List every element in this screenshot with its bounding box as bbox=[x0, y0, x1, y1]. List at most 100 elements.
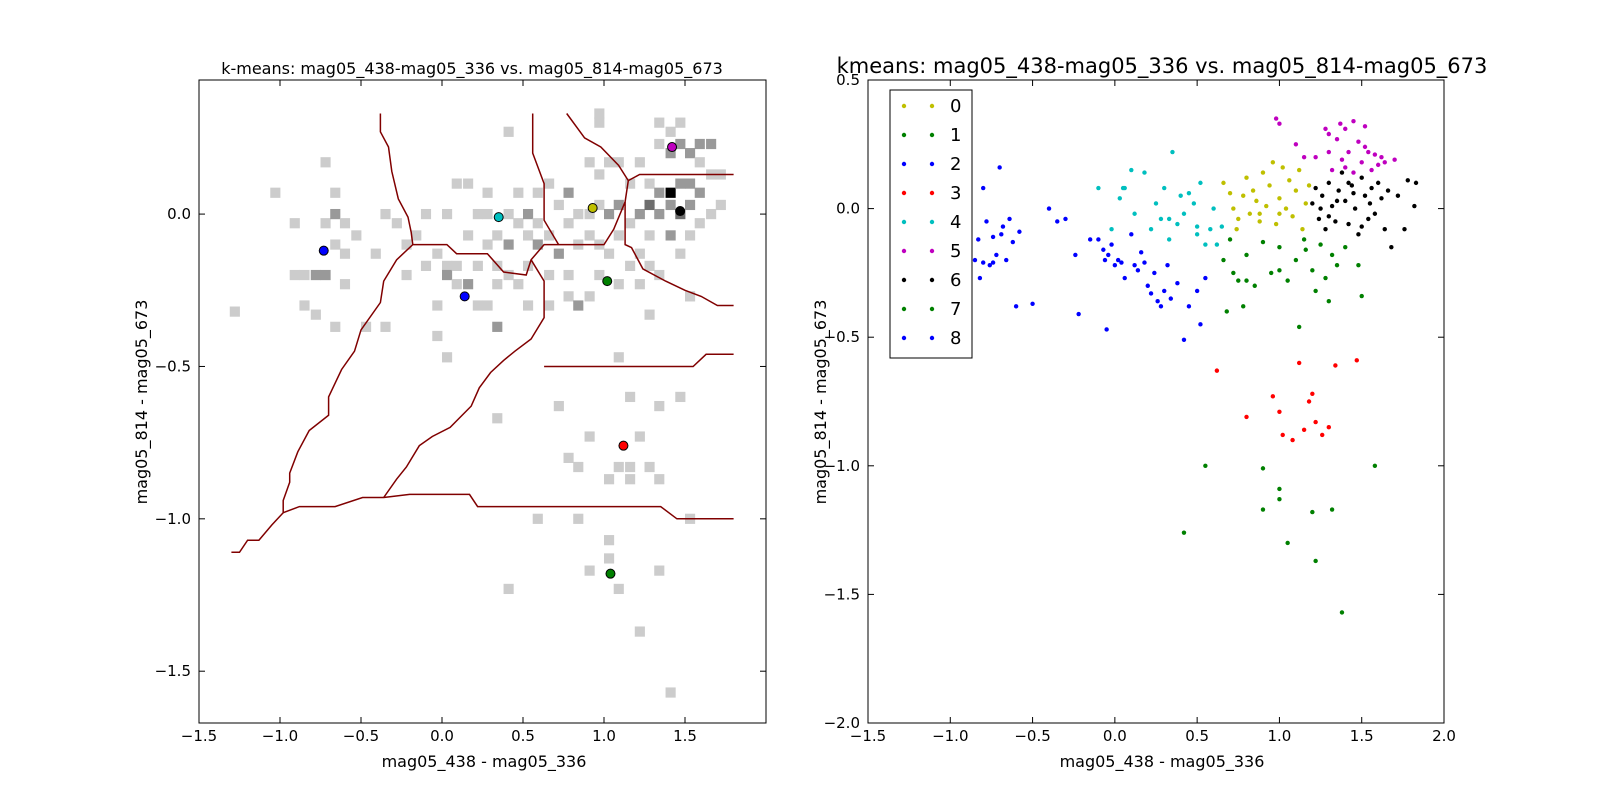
scatter-point bbox=[1379, 154, 1384, 160]
right-x-tick-label: 1.5 bbox=[1350, 727, 1374, 745]
histogram-bin bbox=[625, 260, 636, 271]
scatter-point bbox=[1313, 185, 1318, 191]
scatter-point bbox=[1231, 270, 1236, 276]
legend-marker bbox=[929, 103, 935, 109]
left-x-tick-label: −1.0 bbox=[262, 727, 298, 745]
scatter-point bbox=[1102, 257, 1108, 263]
right-plot-frame bbox=[867, 79, 1445, 724]
histogram-bin bbox=[391, 218, 402, 229]
histogram-bin bbox=[563, 291, 574, 302]
scatter-point bbox=[1119, 260, 1124, 265]
histogram-bin bbox=[544, 300, 555, 311]
scatter-point bbox=[1310, 201, 1315, 206]
scatter-point bbox=[1166, 216, 1172, 222]
legend-marker bbox=[929, 190, 935, 196]
legend-marker bbox=[901, 335, 907, 341]
centroid-marker bbox=[493, 212, 504, 223]
cluster-boundary bbox=[566, 113, 629, 182]
scatter-point bbox=[1166, 237, 1172, 242]
right-y-tick-label: −1.0 bbox=[824, 457, 860, 475]
scatter-point bbox=[1109, 242, 1114, 247]
histogram-bin bbox=[604, 535, 615, 546]
scatter-point bbox=[1214, 368, 1220, 373]
scatter-point bbox=[1000, 224, 1006, 229]
series-cluster-2 bbox=[961, 165, 1022, 309]
scatter-point bbox=[1339, 157, 1345, 162]
histogram-bin bbox=[613, 230, 624, 241]
histogram-bin bbox=[532, 239, 543, 250]
scatter-point bbox=[1346, 180, 1351, 186]
scatter-point bbox=[994, 252, 999, 258]
histogram-bin bbox=[482, 208, 493, 220]
histogram-bin bbox=[634, 248, 645, 259]
scatter-point bbox=[1296, 324, 1302, 330]
histogram-bin bbox=[594, 117, 605, 128]
right-scatter-points bbox=[961, 116, 1419, 615]
histogram-bin bbox=[310, 309, 321, 320]
histogram-bin bbox=[625, 391, 636, 403]
histogram-bin bbox=[472, 260, 483, 271]
scatter-point bbox=[1270, 160, 1276, 165]
legend-marker bbox=[901, 132, 907, 138]
scatter-point bbox=[1290, 437, 1295, 443]
histogram-bin bbox=[644, 260, 655, 271]
scatter-point bbox=[1227, 237, 1233, 242]
series-cluster-1 bbox=[1221, 237, 1364, 330]
scatter-point bbox=[1122, 185, 1127, 191]
scatter-point bbox=[1375, 162, 1381, 168]
scatter-point bbox=[1336, 188, 1341, 193]
scatter-point bbox=[1285, 278, 1290, 283]
scatter-point bbox=[1362, 124, 1368, 129]
scatter-point bbox=[1267, 183, 1272, 188]
scatter-point bbox=[1211, 206, 1216, 211]
scatter-point bbox=[1168, 296, 1174, 301]
histogram-bin bbox=[442, 352, 453, 363]
left-x-tick-label: 1.5 bbox=[673, 727, 697, 745]
histogram-bin bbox=[675, 117, 686, 128]
histogram-bin bbox=[644, 199, 655, 211]
histogram-bin bbox=[380, 208, 391, 220]
histogram-bin bbox=[563, 452, 574, 463]
legend-label: 5 bbox=[950, 241, 961, 262]
histogram-bin bbox=[573, 208, 584, 220]
scatter-point bbox=[1277, 211, 1282, 216]
scatter-point bbox=[1247, 211, 1253, 216]
scatter-point bbox=[1153, 201, 1159, 206]
scatter-point bbox=[1379, 196, 1384, 201]
left-x-tick-label: 0.5 bbox=[511, 727, 535, 745]
right-y-tick-label: −0.5 bbox=[824, 328, 860, 346]
legend-marker bbox=[901, 103, 907, 109]
histogram-bin bbox=[532, 513, 543, 524]
histogram-bin bbox=[654, 474, 665, 485]
scatter-point bbox=[1162, 288, 1167, 294]
scatter-point bbox=[1234, 226, 1239, 232]
histogram-bin bbox=[330, 208, 341, 220]
left-chart-title: k-means: mag05_438-mag05_336 vs. mag05_8… bbox=[221, 59, 723, 79]
left-cluster-boundaries bbox=[231, 113, 734, 554]
right-chart-title: kmeans: mag05_438-mag05_336 vs. mag05_81… bbox=[837, 54, 1488, 79]
histogram-bin bbox=[270, 187, 281, 198]
cluster-boundary bbox=[231, 173, 734, 554]
histogram-bin bbox=[330, 239, 341, 250]
scatter-point bbox=[1241, 304, 1246, 309]
scatter-point bbox=[1236, 216, 1241, 222]
scatter-point bbox=[1087, 237, 1093, 242]
scatter-point bbox=[1073, 252, 1078, 258]
right-y-tick-label: −1.5 bbox=[824, 585, 860, 603]
histogram-bin bbox=[644, 178, 655, 189]
histogram-bin bbox=[654, 138, 665, 150]
scatter-point bbox=[1194, 224, 1200, 229]
scatter-point bbox=[1313, 288, 1318, 294]
scatter-point bbox=[1329, 507, 1335, 512]
scatter-point bbox=[1236, 278, 1241, 283]
scatter-point bbox=[1369, 167, 1374, 173]
histogram-bin bbox=[503, 269, 514, 281]
histogram-bin bbox=[544, 230, 555, 241]
histogram-bin bbox=[685, 230, 696, 241]
left-plot-frame bbox=[198, 79, 767, 724]
histogram-bin bbox=[503, 239, 514, 250]
scatter-point bbox=[1395, 193, 1401, 198]
legend-label: 1 bbox=[950, 125, 961, 146]
scatter-point bbox=[1359, 224, 1364, 229]
histogram-bin bbox=[339, 279, 351, 290]
